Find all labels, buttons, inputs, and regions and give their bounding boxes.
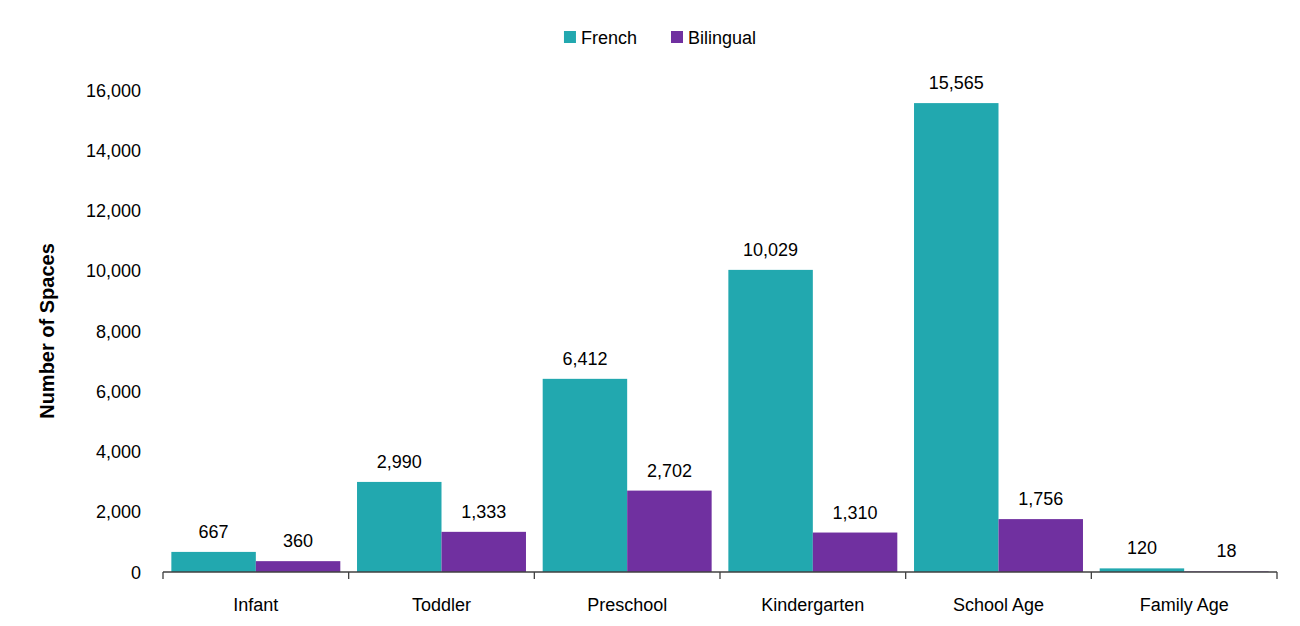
x-tick: [162, 572, 163, 579]
bar: [357, 482, 441, 572]
y-tick-label: 0: [131, 563, 141, 583]
legend-label: French: [581, 28, 637, 48]
bar: [914, 103, 998, 572]
x-tick: [905, 572, 906, 579]
y-tick-label: 10,000: [86, 261, 141, 281]
legend-label: Bilingual: [688, 28, 756, 48]
x-tick: [1091, 572, 1092, 579]
x-tick-label: Toddler: [412, 595, 471, 615]
data-label: 667: [199, 522, 229, 542]
bar: [813, 533, 897, 572]
bar: [999, 519, 1083, 572]
bar: [627, 491, 711, 572]
x-tick: [348, 572, 349, 579]
y-tick-label: 14,000: [86, 141, 141, 161]
x-tick: [534, 572, 535, 579]
data-label: 10,029: [743, 240, 798, 260]
data-label: 1,333: [461, 502, 506, 522]
bar: [728, 270, 812, 572]
bar: [256, 561, 340, 572]
data-label: 120: [1127, 538, 1157, 558]
data-labels: 667 2,990 6,412 10,029 15,565 120 360 1,333 2,70…: [199, 73, 1237, 561]
data-label: 2,990: [377, 452, 422, 472]
y-tick-label: 2,000: [96, 502, 141, 522]
y-tick-label: 12,000: [86, 201, 141, 221]
data-label: 6,412: [562, 349, 607, 369]
x-tick-label: Family Age: [1140, 595, 1229, 615]
x-tick: [1276, 572, 1277, 579]
data-label: 15,565: [929, 73, 984, 93]
x-tick: [719, 572, 720, 579]
x-tick-label: School Age: [953, 595, 1044, 615]
data-label: 1,756: [1018, 489, 1063, 509]
y-tick-label: 8,000: [96, 322, 141, 342]
chart: 0 2,000 4,000 6,000 8,000 10,000 12,000 14,000 1…: [0, 0, 1300, 626]
x-tick-label: Infant: [233, 595, 278, 615]
data-label: 360: [283, 531, 313, 551]
y-axis-label: Number of Spaces: [36, 243, 58, 419]
x-tick-label: Kindergarten: [761, 595, 864, 615]
legend: French Bilingual: [564, 28, 756, 48]
legend-swatch: [564, 31, 576, 43]
x-tick-label: Preschool: [587, 595, 667, 615]
y-tick-label: 6,000: [96, 382, 141, 402]
legend-swatch: [671, 31, 683, 43]
bar: [171, 552, 255, 572]
y-tick-label: 16,000: [86, 81, 141, 101]
data-label: 2,702: [647, 461, 692, 481]
bar: [543, 379, 627, 572]
data-label: 18: [1216, 541, 1236, 561]
bar: [442, 532, 526, 572]
y-tick-label: 4,000: [96, 442, 141, 462]
bars: [171, 103, 1268, 572]
data-label: 1,310: [833, 503, 878, 523]
